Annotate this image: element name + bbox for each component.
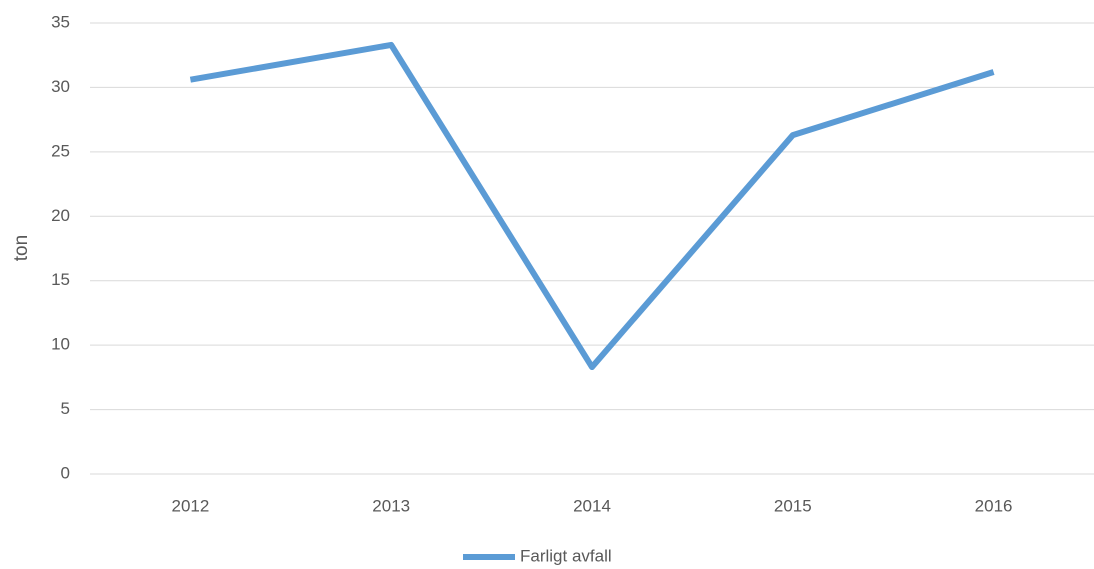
y-tick-label: 10: [51, 335, 70, 354]
y-tick-label: 15: [51, 270, 70, 289]
legend-label: Farligt avfall: [520, 546, 612, 565]
x-tick-label: 2013: [372, 496, 410, 515]
x-tick-label: 2015: [774, 496, 812, 515]
x-tick-label: 2012: [171, 496, 209, 515]
y-tick-label: 35: [51, 12, 70, 31]
x-tick-label: 2014: [573, 496, 611, 515]
y-tick-label: 25: [51, 141, 70, 160]
data-line: [189, 41, 995, 371]
y-tick-label: 30: [51, 77, 70, 96]
y-tick-label: 5: [61, 399, 70, 418]
y-tick-label: 0: [61, 463, 70, 482]
y-axis-label: ton: [11, 235, 32, 261]
y-tick-label: 20: [51, 206, 70, 225]
x-tick-label: 2016: [975, 496, 1013, 515]
